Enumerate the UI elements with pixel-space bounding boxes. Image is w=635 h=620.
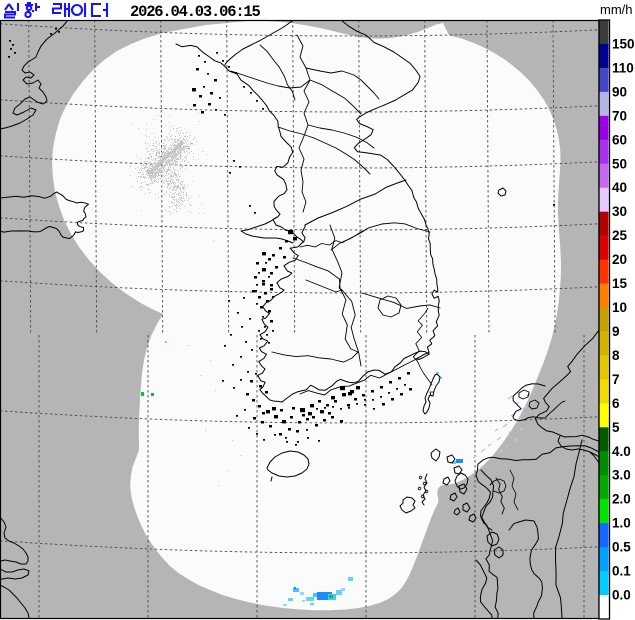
svg-text:2026.04.03.06:15: 2026.04.03.06:15 bbox=[130, 3, 261, 21]
svg-text:7: 7 bbox=[612, 372, 620, 387]
svg-text:20: 20 bbox=[612, 252, 627, 267]
svg-text:30: 30 bbox=[612, 204, 627, 219]
svg-text:25: 25 bbox=[612, 228, 628, 243]
svg-text:3.0: 3.0 bbox=[612, 468, 631, 483]
svg-text:6: 6 bbox=[612, 396, 620, 411]
svg-text:1.0: 1.0 bbox=[612, 516, 631, 531]
svg-text:40: 40 bbox=[612, 180, 627, 195]
svg-text:0.0: 0.0 bbox=[612, 588, 631, 603]
svg-text:9: 9 bbox=[612, 324, 620, 339]
svg-text:0.5: 0.5 bbox=[612, 540, 631, 555]
svg-text:5: 5 bbox=[612, 420, 620, 435]
svg-text:70: 70 bbox=[612, 108, 627, 123]
svg-text:50: 50 bbox=[612, 156, 627, 171]
svg-text:90: 90 bbox=[612, 84, 627, 99]
svg-text:10: 10 bbox=[612, 300, 627, 315]
svg-text:mm/h: mm/h bbox=[600, 2, 633, 17]
svg-text:4.0: 4.0 bbox=[612, 444, 631, 459]
svg-text:2.0: 2.0 bbox=[612, 492, 631, 507]
svg-text:150: 150 bbox=[612, 37, 635, 52]
svg-text:110: 110 bbox=[612, 60, 634, 75]
svg-text:8: 8 bbox=[612, 348, 620, 363]
svg-text:0.1: 0.1 bbox=[612, 564, 631, 579]
svg-text:15: 15 bbox=[612, 276, 628, 291]
svg-text:60: 60 bbox=[612, 132, 627, 147]
